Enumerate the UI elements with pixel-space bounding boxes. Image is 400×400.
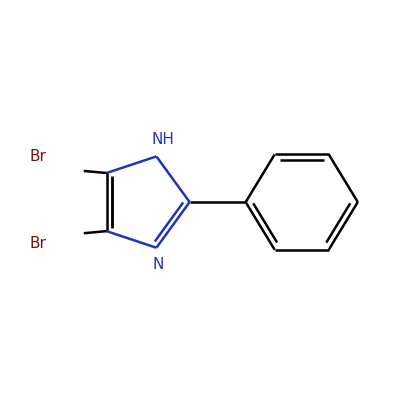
Text: N: N: [153, 257, 164, 272]
Text: Br: Br: [30, 236, 46, 251]
Text: Br: Br: [30, 149, 46, 164]
Text: NH: NH: [151, 132, 174, 147]
